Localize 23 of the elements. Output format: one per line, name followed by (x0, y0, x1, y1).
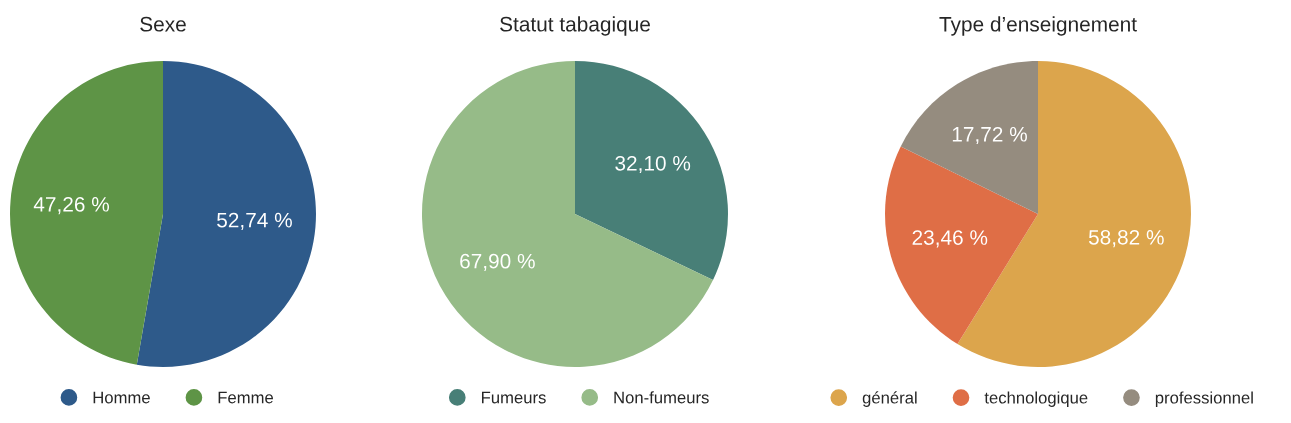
data-label: 58,82 % (1088, 229, 1164, 248)
pie-slice (885, 146, 1038, 345)
data-label: 32,10 % (615, 155, 691, 174)
data-label: 23,46 % (912, 230, 988, 248)
data-label: 17,72 % (952, 126, 1027, 145)
data-label: 47,26 % (33, 196, 110, 215)
pie-slice (10, 61, 163, 365)
legend-label: technologique (984, 391, 1088, 407)
chart-title: Statut tabagique (500, 16, 650, 36)
pie-slice (422, 61, 714, 367)
pie-slice (575, 61, 728, 281)
legend-label: Fumeurs (482, 391, 546, 404)
legend-label: Femme (218, 391, 274, 404)
data-label: 52,74 % (217, 212, 292, 230)
pie-slice (136, 61, 316, 367)
chart-title: Sexe (140, 16, 186, 32)
legend-label: professionnel (1155, 391, 1253, 407)
legend-label: Homme (93, 391, 150, 404)
legend-label: général (862, 391, 917, 407)
chart-title: Type d’enseignement (939, 16, 1137, 36)
data-label: 67,90 % (460, 253, 535, 271)
pie-slice (900, 61, 1038, 214)
legend-label: Non-fumeurs (614, 391, 709, 404)
